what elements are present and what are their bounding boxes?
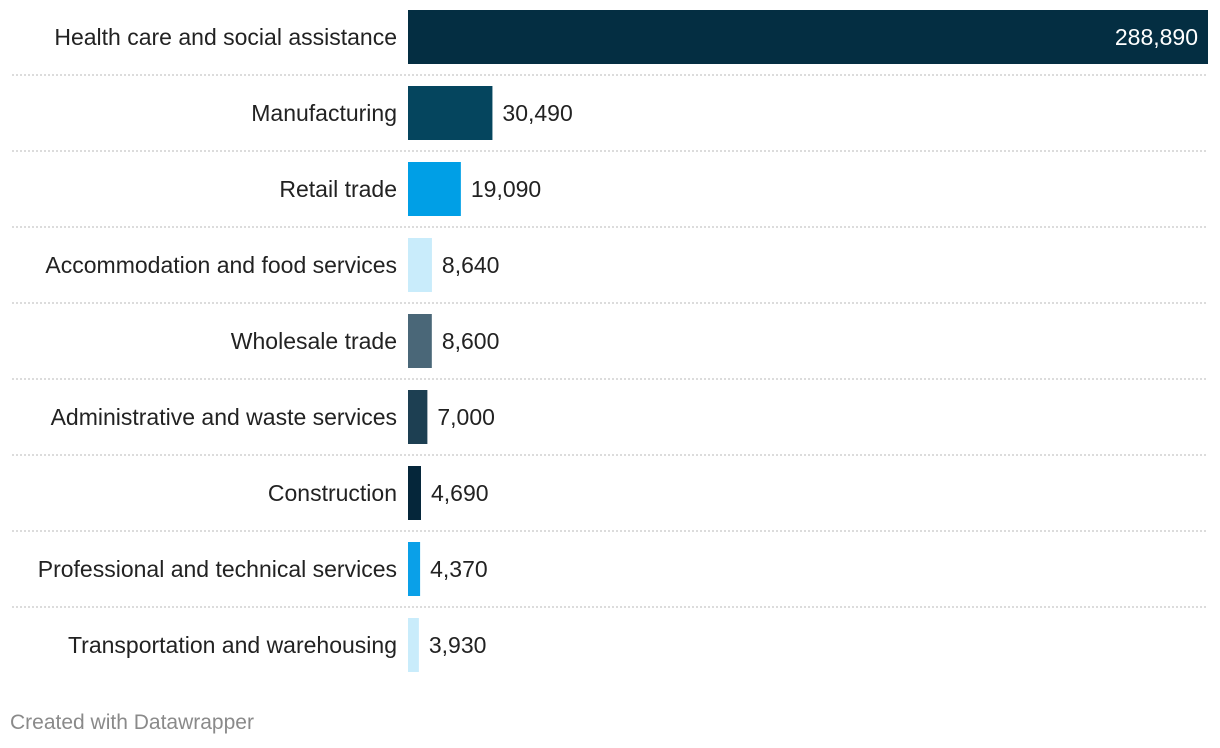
bar xyxy=(408,162,461,216)
category-label: Manufacturing xyxy=(251,100,397,126)
credit-line[interactable]: Created with Datawrapper xyxy=(10,711,254,734)
bar xyxy=(408,86,493,140)
bar xyxy=(408,390,428,444)
value-label: 7,000 xyxy=(437,404,495,430)
value-label: 288,890 xyxy=(1115,24,1198,50)
value-label: 4,690 xyxy=(431,480,489,506)
category-label: Accommodation and food services xyxy=(45,252,397,278)
category-label: Professional and technical services xyxy=(38,556,397,582)
value-label: 3,930 xyxy=(429,632,487,658)
value-label: 4,370 xyxy=(430,556,488,582)
bar xyxy=(408,314,432,368)
bar xyxy=(408,542,421,596)
category-label: Administrative and waste services xyxy=(51,404,397,430)
value-label: 8,640 xyxy=(442,252,500,278)
category-label: Health care and social assistance xyxy=(54,24,397,50)
value-label: 8,600 xyxy=(442,328,500,354)
value-label: 30,490 xyxy=(502,100,572,126)
bar xyxy=(408,10,1208,64)
bar xyxy=(408,238,432,292)
bar xyxy=(408,618,419,672)
category-label: Construction xyxy=(268,480,397,506)
category-label: Retail trade xyxy=(279,176,397,202)
category-label: Wholesale trade xyxy=(231,328,397,354)
category-label: Transportation and warehousing xyxy=(68,632,397,658)
bar xyxy=(408,466,421,520)
value-label: 19,090 xyxy=(471,176,541,202)
